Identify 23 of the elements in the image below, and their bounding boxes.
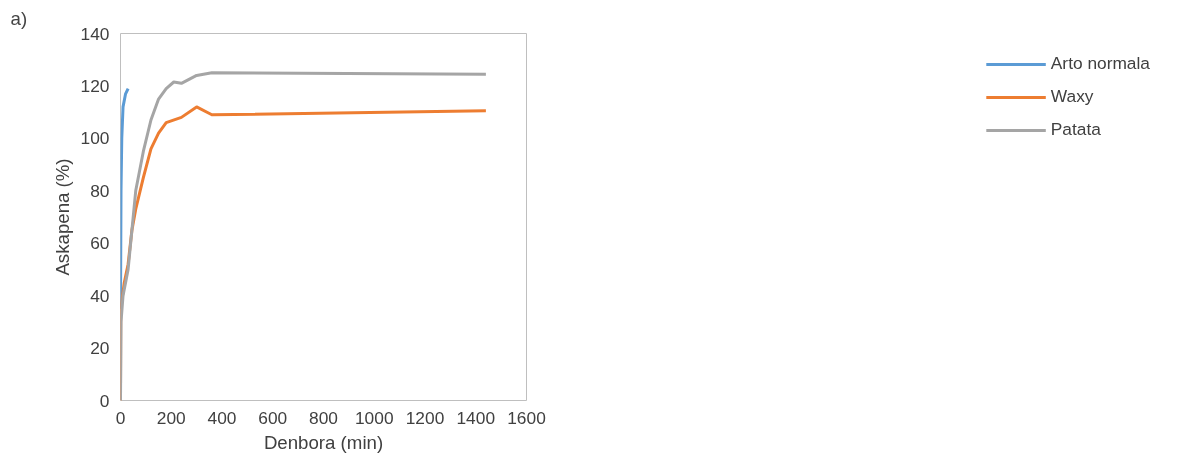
x-tick-label: 1200 bbox=[405, 407, 445, 428]
y-tick-label: 80 bbox=[90, 180, 110, 201]
y-tick-label: 140 bbox=[80, 23, 110, 44]
x-axis-title: Denbora (min) bbox=[263, 431, 384, 453]
y-tick-label: 120 bbox=[80, 75, 110, 96]
y-tick-label: 20 bbox=[90, 338, 110, 359]
legend-label: Patata bbox=[1050, 119, 1101, 140]
x-tick-label: 600 bbox=[258, 407, 288, 428]
y-tick-label: 60 bbox=[90, 233, 110, 254]
legend-label: Arto normala bbox=[1050, 53, 1150, 74]
y-axis-title: Askapena (%) bbox=[51, 158, 73, 276]
y-tick-label: 100 bbox=[80, 128, 110, 149]
legend-label: Waxy bbox=[1050, 86, 1094, 107]
x-tick-label: 1600 bbox=[507, 407, 546, 428]
x-tick-label: 400 bbox=[207, 407, 237, 428]
x-tick-label: 1000 bbox=[354, 407, 394, 428]
chart-title: a) bbox=[10, 7, 28, 29]
y-tick-label: 40 bbox=[90, 285, 110, 306]
x-tick-label: 1400 bbox=[456, 407, 496, 428]
y-tick-label: 0 bbox=[99, 390, 110, 411]
x-tick-label: 0 bbox=[115, 407, 126, 428]
x-tick-label: 800 bbox=[309, 407, 338, 428]
x-tick-label: 200 bbox=[156, 407, 186, 428]
